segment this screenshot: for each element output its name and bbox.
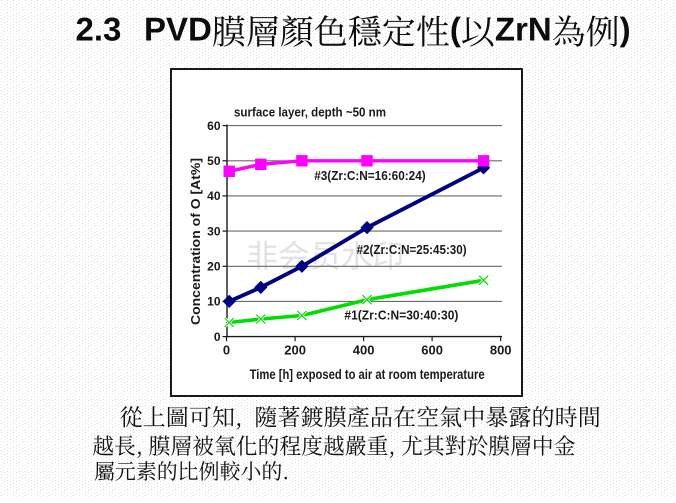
svg-text:400: 400 — [353, 342, 375, 357]
svg-text:20: 20 — [207, 260, 221, 274]
svg-text:200: 200 — [284, 342, 306, 357]
svg-text:Concentration of O [At%]: Concentration of O [At%] — [189, 158, 203, 325]
svg-text:#1(Zr:C:N=30:40:30): #1(Zr:C:N=30:40:30) — [344, 308, 458, 323]
svg-text:40: 40 — [207, 189, 221, 203]
svg-text:0: 0 — [223, 342, 230, 357]
svg-text:#2(Zr:C:N=25:45:30): #2(Zr:C:N=25:45:30) — [357, 242, 467, 257]
svg-text:Time [h] exposed to air at roo: Time [h] exposed to air at room temperat… — [250, 367, 485, 382]
svg-text:surface layer, depth ~50 nm: surface layer, depth ~50 nm — [234, 105, 386, 119]
svg-text:50: 50 — [207, 154, 221, 168]
svg-text:600: 600 — [421, 342, 443, 357]
svg-text:30: 30 — [207, 224, 221, 238]
svg-text:60: 60 — [207, 119, 221, 133]
svg-text:0: 0 — [214, 330, 221, 344]
svg-text:10: 10 — [207, 295, 221, 309]
svg-text:#3(Zr:C:N=16:60:24): #3(Zr:C:N=16:60:24) — [314, 169, 426, 183]
svg-text:800: 800 — [490, 342, 512, 357]
